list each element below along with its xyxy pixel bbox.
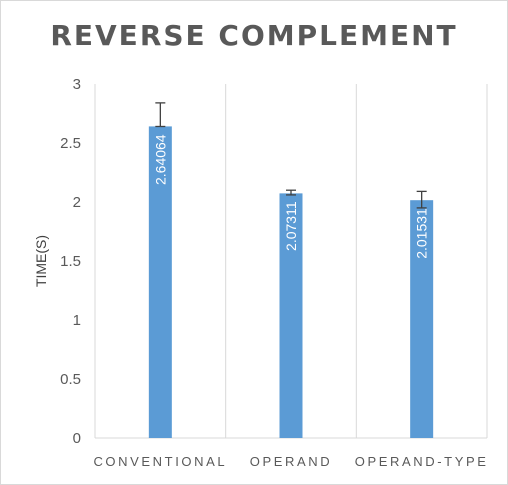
data-label: 2.07311 <box>283 201 299 251</box>
category-label: CONVENTIONAL <box>93 454 227 469</box>
y-tick-label: 1.5 <box>60 253 81 270</box>
category-label: OPERAND <box>250 454 333 469</box>
chart-title: REVERSE COMPLEMENT <box>50 19 458 52</box>
category-label: OPERAND-TYPE <box>355 454 489 469</box>
data-label: 2.01531 <box>414 208 430 259</box>
y-tick-label: 2.5 <box>60 135 81 152</box>
y-tick-label: 0 <box>73 430 81 447</box>
y-tick-label: 3 <box>73 76 81 93</box>
bar <box>148 126 172 438</box>
y-tick-label: 2 <box>73 194 81 211</box>
bar <box>410 200 434 438</box>
bar <box>279 193 303 438</box>
y-tick-label: 0.5 <box>60 371 81 388</box>
data-label: 2.64064 <box>152 134 168 185</box>
y-axis-label: TIME(S) <box>33 235 49 287</box>
y-tick-label: 1 <box>73 312 81 329</box>
